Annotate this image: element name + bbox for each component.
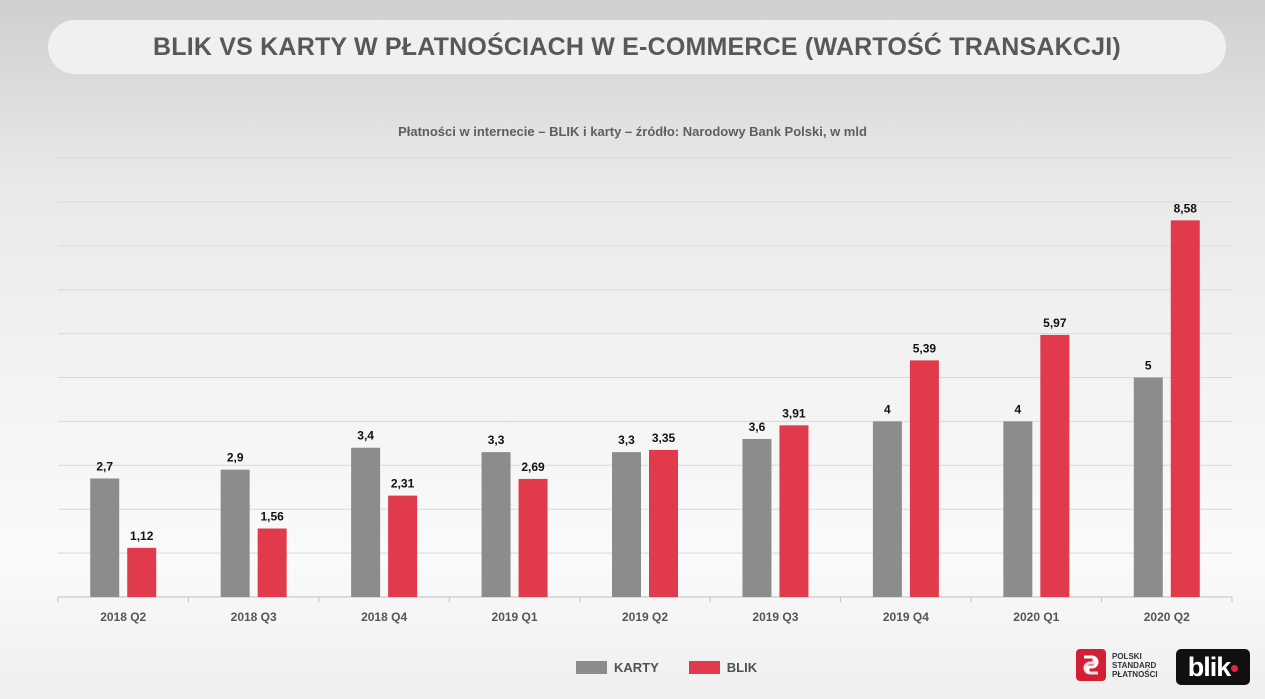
data-label-karty: 3,4: [357, 429, 374, 443]
legend-item-blik: BLIK: [688, 660, 758, 675]
x-tick-label: 2018 Q3: [231, 610, 277, 624]
data-label-karty: 5: [1145, 359, 1152, 373]
blik-logo-text: blik: [1187, 651, 1232, 682]
chart-legend: KARTY BLIK: [576, 660, 787, 675]
x-tick-label: 2018 Q4: [361, 610, 407, 624]
data-label-karty: 3,3: [488, 433, 505, 447]
psp-logo-text: POLSKI STANDARD PŁATNOŚCI: [1112, 651, 1158, 679]
legend-swatch-blik: [688, 661, 720, 674]
data-label-karty: 3,6: [749, 420, 766, 434]
bar-karty: [742, 438, 772, 597]
data-label-karty: 3,3: [618, 433, 635, 447]
bar-karty: [220, 469, 250, 597]
legend-swatch-karty: [576, 661, 607, 674]
page-title: BLIK VS KARTY W PŁATNOŚCIACH W E-COMMERC…: [153, 32, 1121, 61]
bar-blik: [649, 449, 678, 597]
bar-karty: [90, 478, 120, 597]
data-label-blik: 1,56: [260, 510, 284, 524]
data-label-karty: 2,7: [96, 459, 113, 473]
bar-blik: [1170, 220, 1200, 597]
blik-logo-dot-icon: [1231, 664, 1239, 672]
data-label-blik: 5,39: [913, 341, 937, 355]
bar-karty: [872, 421, 902, 597]
bar-karty: [351, 447, 381, 597]
bar-karty: [612, 452, 641, 597]
data-label-blik: 3,91: [782, 406, 806, 420]
psp-logo-icon: [1076, 649, 1106, 681]
bar-blik: [779, 425, 809, 597]
x-tick-label: 2019 Q3: [752, 610, 798, 624]
data-label-karty: 2,9: [227, 451, 244, 465]
bar-karty: [481, 452, 511, 597]
data-label-blik: 1,12: [130, 529, 154, 543]
psp-logo: POLSKI STANDARD PŁATNOŚCI: [1076, 649, 1164, 681]
legend-item-karty: KARTY: [576, 660, 659, 675]
x-tick-label: 2020 Q1: [1013, 610, 1059, 624]
data-label-blik: 2,69: [521, 460, 545, 474]
x-tick-label: 2019 Q2: [622, 610, 668, 624]
data-label-blik: 8,58: [1174, 201, 1198, 215]
x-tick-label: 2020 Q2: [1144, 610, 1190, 624]
legend-label-blik: BLIK: [726, 660, 758, 675]
bar-blik: [518, 478, 548, 597]
data-label-blik: 3,35: [652, 431, 676, 445]
x-tick-label: 2019 Q4: [883, 610, 929, 624]
data-label-karty: 4: [1014, 402, 1021, 416]
data-label-karty: 4: [884, 402, 891, 416]
x-tick-label: 2019 Q1: [492, 610, 538, 624]
bar-blik: [127, 547, 157, 597]
x-tick-label: 2018 Q2: [100, 610, 146, 624]
bar-blik: [909, 360, 939, 597]
bar-karty: [1133, 377, 1163, 597]
bar-blik: [1040, 334, 1070, 597]
bar-karty: [1003, 421, 1033, 597]
bar-blik: [388, 495, 418, 597]
bar-blik: [257, 528, 287, 597]
data-label-blik: 2,31: [391, 477, 415, 491]
legend-label-karty: KARTY: [614, 660, 659, 675]
chart-title: Płatności w internecie – BLIK i karty – …: [398, 124, 867, 139]
data-label-blik: 5,97: [1043, 316, 1067, 330]
blik-logo: blik: [1176, 649, 1250, 685]
title-banner: BLIK VS KARTY W PŁATNOŚCIACH W E-COMMERC…: [48, 20, 1226, 74]
